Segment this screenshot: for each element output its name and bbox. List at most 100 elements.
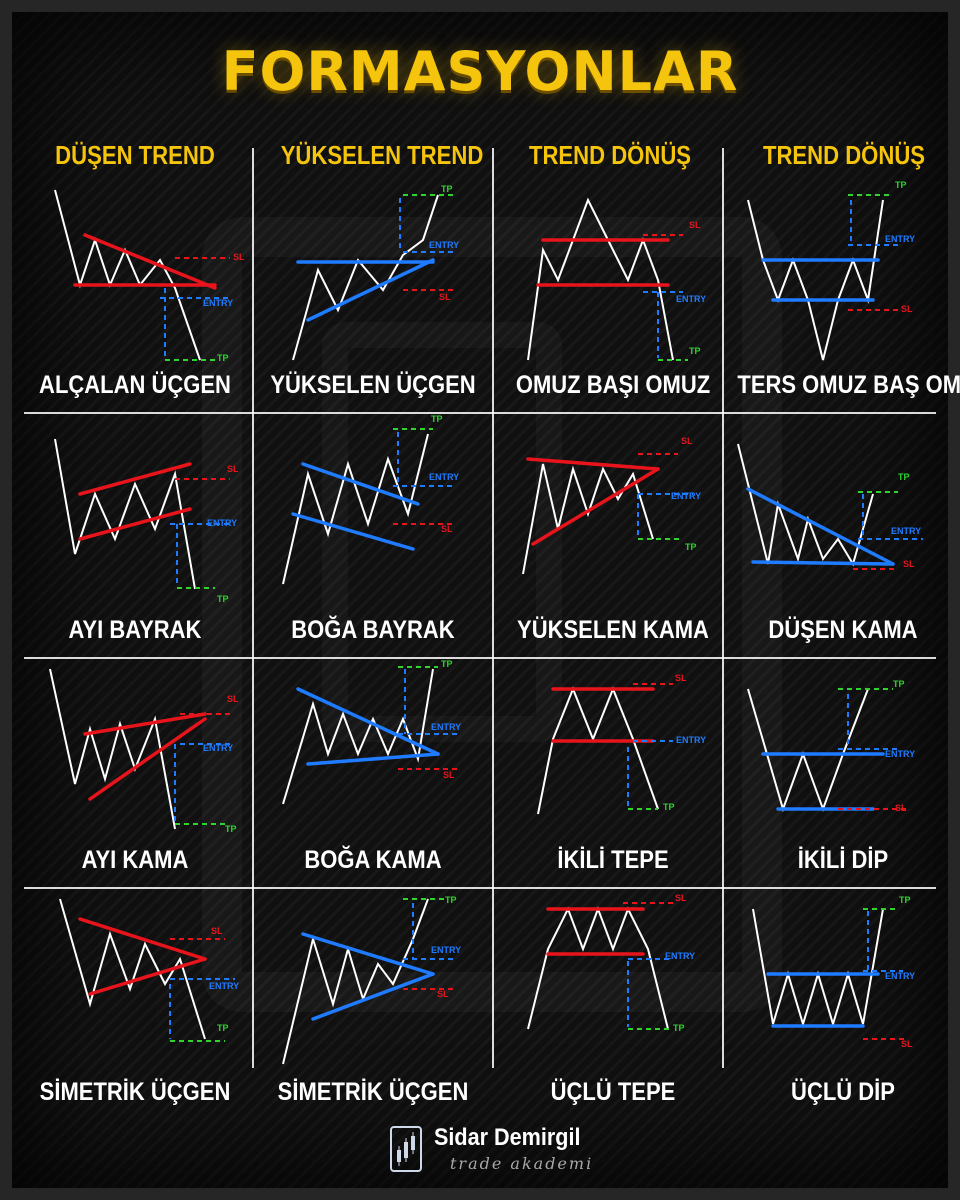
pattern-label: BOĞA KAMA [304, 846, 442, 874]
pattern-diagram: TP ENTRY SL [282, 895, 461, 1065]
tp-tag: TP [217, 1023, 229, 1033]
pattern-cell: SL ENTRY TP OMUZ BAŞI OMUZ [493, 180, 733, 412]
price-line [527, 906, 669, 1030]
pattern-label: ÜÇLÜ TEPE [550, 1078, 676, 1106]
price-line [752, 908, 884, 1028]
entry-tag: ENTRY [203, 298, 233, 308]
pattern-diagram: TP ENTRY SL [737, 443, 923, 570]
column-header-1: DÜŞEN TREND [55, 140, 215, 170]
entry-tag: ENTRY [429, 240, 459, 250]
sl-tag: SL [675, 673, 687, 683]
price-line [282, 668, 434, 805]
price-line [54, 189, 201, 361]
pattern-cell: TP ENTRY SL SİMETRİK ÜÇGEN [253, 889, 493, 1119]
pattern-cell: TP ENTRY SL ÜÇLÜ DİP [723, 889, 960, 1119]
sl-tag: SL [437, 989, 449, 999]
sl-tag: SL [689, 220, 701, 230]
pattern-cell: TP ENTRY SL BOĞA KAMA [253, 659, 493, 887]
pattern-label: YÜKSELEN KAMA [517, 616, 709, 644]
entry-tag: ENTRY [671, 491, 701, 501]
page-title: FORMASYONLAR [221, 40, 739, 103]
trend-line [751, 560, 895, 566]
pattern-label: İKİLİ TEPE [557, 846, 669, 874]
pattern-diagram: SL ENTRY TP [537, 673, 706, 815]
entry-tag: ENTRY [676, 735, 706, 745]
pattern-label: AYI BAYRAK [68, 616, 202, 644]
tp-tag: TP [673, 1023, 685, 1033]
tp-tag: TP [685, 542, 697, 552]
sl-tag: SL [895, 803, 907, 813]
pattern-label: BOĞA BAYRAK [291, 616, 455, 644]
column-divider-2 [492, 148, 494, 1068]
pattern-cell: SL ENTRY TP İKİLİ TEPE [493, 659, 733, 887]
tp-tag: TP [431, 414, 443, 424]
tp-tag: TP [217, 353, 229, 363]
pattern-diagram: SL ENTRY TP [527, 197, 706, 361]
sl-tag: SL [439, 292, 451, 302]
pattern-cell: SL ENTRY TP AYI BAYRAK [15, 414, 255, 657]
tp-tag: TP [441, 184, 453, 194]
tp-tag: TP [895, 180, 907, 190]
row-divider-1 [24, 412, 936, 414]
entry-tag: ENTRY [885, 749, 915, 759]
pattern-cell: TP ENTRY SL BOĞA BAYRAK [253, 414, 493, 657]
pattern-diagram: SL ENTRY TP [59, 898, 239, 1042]
pattern-label: İKİLİ DİP [797, 846, 889, 874]
brand-name: Sidar Demirgil [434, 1124, 581, 1151]
brand-tagline: trade akademi [450, 1154, 594, 1173]
trend-line [78, 917, 207, 961]
price-line [737, 443, 874, 567]
pattern-diagram: TP ENTRY SL [747, 679, 915, 813]
pattern-label: TERS OMUZ BAŞ OMUZ [737, 371, 960, 399]
pattern-cell: SL ENTRY TP YÜKSELEN KAMA [493, 414, 733, 657]
chart-bars-icon [390, 1126, 422, 1172]
column-divider-3 [722, 148, 724, 1068]
column-header-4: TREND DÖNÜŞ [762, 140, 926, 170]
pattern-diagram: SL ENTRY TP [54, 438, 239, 604]
trend-line [291, 512, 415, 551]
tp-tag: TP [441, 659, 453, 669]
entry-tag: ENTRY [207, 518, 237, 528]
sl-tag: SL [681, 436, 693, 446]
entry-tag: ENTRY [209, 981, 239, 991]
sl-tag: SL [903, 559, 915, 569]
sl-tag: SL [675, 893, 687, 903]
sl-tag: SL [901, 1039, 913, 1049]
pattern-diagram: SL ENTRY TP [522, 436, 701, 575]
entry-tag: ENTRY [431, 722, 461, 732]
column-header-3: TREND DÖNÜŞ [528, 140, 692, 170]
tp-tag: TP [899, 895, 911, 905]
tp-tag: TP [225, 824, 237, 834]
sl-tag: SL [211, 926, 223, 936]
price-line [537, 686, 659, 815]
pattern-cell: TP ENTRY SL YÜKSELEN ÜÇGEN [253, 180, 493, 412]
pattern-diagram: TP ENTRY SL [282, 414, 459, 585]
pattern-diagram: SL ENTRY TP [54, 189, 245, 363]
column-header-2: YÜKSELEN TREND [280, 140, 484, 170]
price-line [522, 463, 654, 575]
price-line [292, 194, 439, 361]
pattern-label: YÜKSELEN ÜÇGEN [270, 371, 476, 399]
pattern-label: ALÇALAN ÜÇGEN [39, 371, 231, 399]
pattern-cell: SL ENTRY TP SİMETRİK ÜÇGEN [15, 889, 255, 1119]
pattern-diagram: SL ENTRY TP [527, 893, 695, 1033]
trend-line [301, 462, 420, 506]
trend-line [78, 507, 192, 541]
entry-tag: ENTRY [429, 472, 459, 482]
trend-line [526, 457, 660, 471]
sl-tag: SL [441, 524, 453, 534]
entry-tag: ENTRY [203, 743, 233, 753]
trend-line [88, 717, 207, 801]
tp-tag: TP [445, 895, 457, 905]
background-frame [12, 12, 948, 1188]
price-line [527, 197, 674, 361]
tp-tag: TP [217, 594, 229, 604]
trend-line [88, 957, 207, 996]
pattern-cell: TP ENTRY SL İKİLİ DİP [723, 659, 960, 887]
entry-tag: ENTRY [891, 526, 921, 536]
entry-tag: ENTRY [676, 294, 706, 304]
tp-tag: TP [689, 346, 701, 356]
price-line [282, 433, 429, 585]
pattern-diagram: TP ENTRY SL [282, 659, 461, 805]
pattern-diagram: SL ENTRY TP [49, 668, 239, 834]
